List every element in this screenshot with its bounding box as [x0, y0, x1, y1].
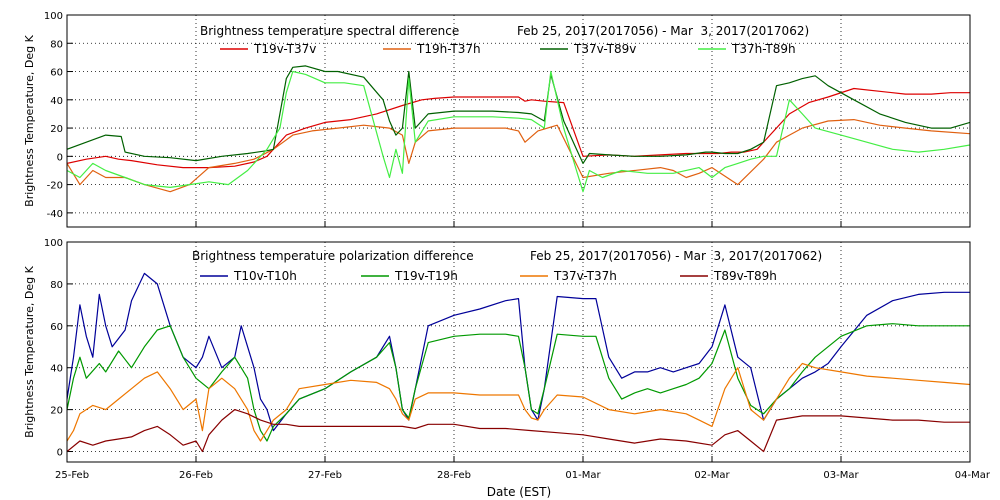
series-line-t89v-t89h	[67, 409, 970, 453]
panel-title: Brightness temperature spectral differen…	[200, 24, 459, 38]
series-line-t37v-t89v	[67, 65, 970, 164]
plot-frame	[66, 14, 971, 228]
legend-label: T10v-T10h	[233, 269, 297, 283]
y-tick-label: -40	[47, 209, 63, 220]
plot-frame	[66, 241, 971, 463]
x-tick-label: 04-Mar	[955, 470, 991, 481]
x-tick-label: 27-Feb	[308, 470, 342, 481]
x-tick-label: 28-Feb	[437, 470, 471, 481]
legend-label: T37v-T89v	[573, 42, 636, 56]
panel-title: Brightness temperature polarization diff…	[192, 249, 474, 263]
legend-label: T19v-T19h	[394, 269, 458, 283]
x-axis-tick-labels: 25-Feb 26-Feb 27-Feb 28-Feb 01-Mar 02-Mar 03-M…	[55, 470, 991, 481]
y-tick-label: 80	[50, 39, 63, 50]
legend-label: T37v-T37h	[553, 269, 617, 283]
y-tick-label: 60	[50, 322, 63, 333]
series-line-t37v-t37h	[67, 362, 970, 442]
y-tick-label: 40	[50, 96, 63, 107]
spectral-difference-panel: -40 -20 0 20 40 60 80 100 Brightness temperature…	[23, 11, 971, 228]
series-line-t10v-t10h	[67, 272, 970, 432]
x-tick-label: 02-Mar	[694, 470, 730, 481]
series-line-t19v-t37v	[67, 87, 970, 169]
y-tick-label: 40	[50, 364, 63, 375]
x-tick-label: 26-Feb	[179, 470, 213, 481]
legend-label: T37h-T89h	[731, 42, 796, 56]
x-tick-label: 03-Mar	[823, 470, 859, 481]
y-tick-label: 0	[57, 448, 63, 459]
y-tick-label: 100	[44, 11, 63, 22]
legend-label: T19h-T37h	[416, 42, 481, 56]
legend-label: T19v-T37v	[253, 42, 316, 56]
y-tick-label: 20	[50, 124, 63, 135]
x-axis-label: Date (EST)	[487, 485, 551, 499]
legend-label: T89v-T89h	[713, 269, 777, 283]
x-tick-label: 01-Mar	[565, 470, 601, 481]
y-axis-label: Brightness Temperature, Deg K	[23, 34, 36, 206]
panel-subtitle: Feb 25, 2017(2017056) - Mar 3, 2017(2017…	[530, 249, 822, 263]
y-tick-label: -20	[47, 181, 63, 192]
y-tick-label: 100	[44, 238, 63, 249]
panel-subtitle: Feb 25, 2017(2017056) - Mar 3, 2017(2017…	[517, 24, 809, 38]
y-tick-label: 60	[50, 68, 63, 79]
y-tick-label: 80	[50, 280, 63, 291]
y-axis-label: Brightness Temperature, Deg K	[23, 265, 36, 437]
polarization-difference-panel: 0 20 40 60 80 100 Brightness temperature polar…	[23, 238, 971, 463]
series-line-t19v-t19h	[67, 323, 970, 442]
series-line-t37h-t89h	[67, 70, 970, 193]
x-tick-label: 25-Feb	[55, 470, 89, 481]
y-tick-label: 20	[50, 406, 63, 417]
y-tick-label: 0	[57, 152, 63, 163]
